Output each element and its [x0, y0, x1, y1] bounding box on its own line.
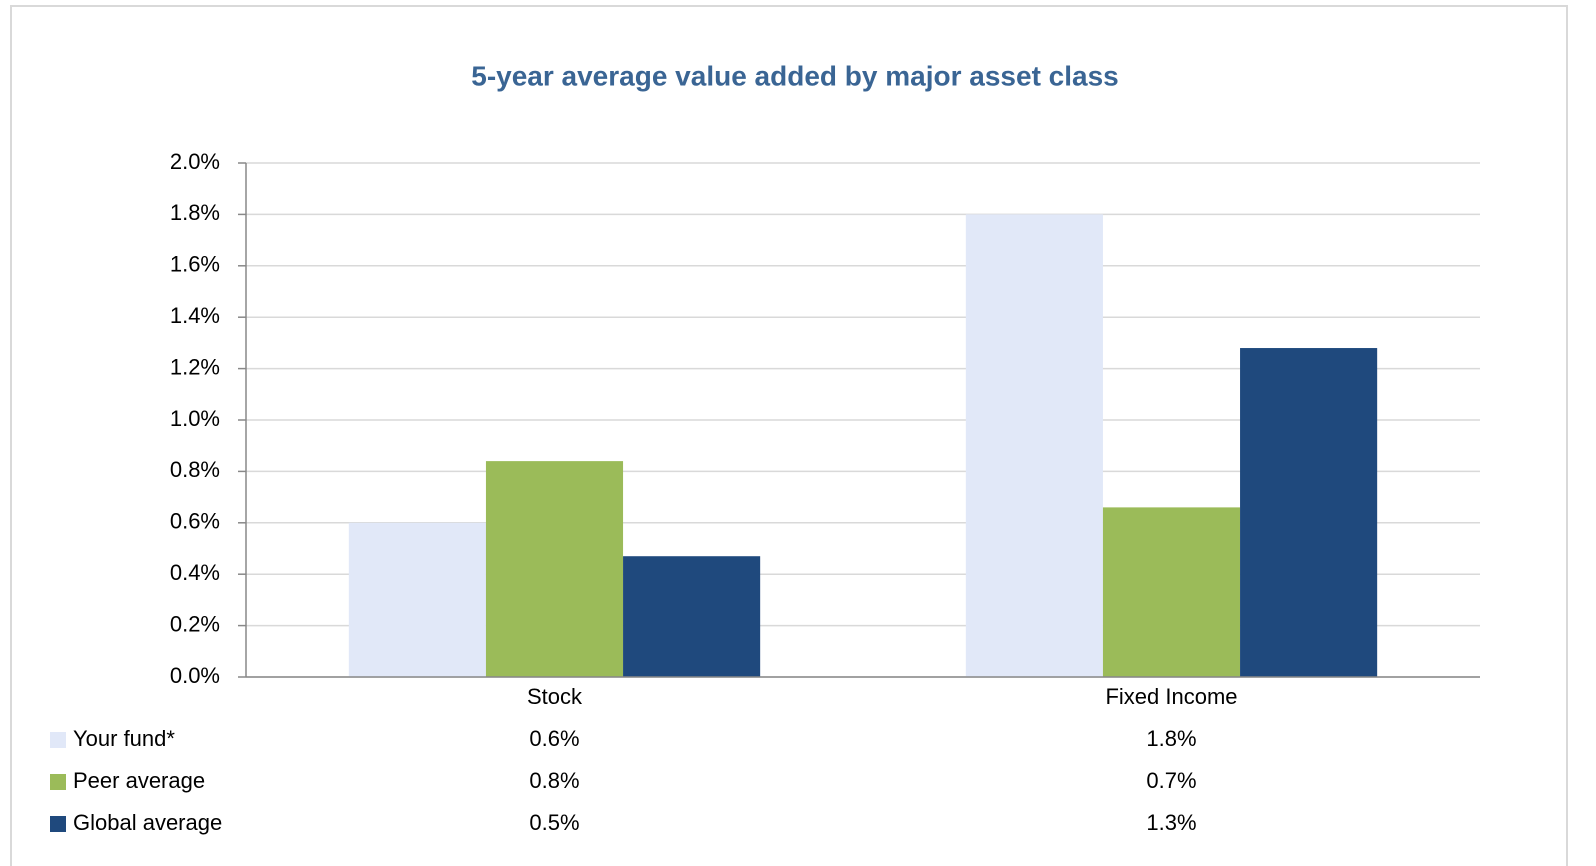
frame	[10, 5, 1568, 866]
y-tick-label: 1.8%	[170, 200, 220, 225]
bar	[965, 214, 1103, 677]
table-value: 1.8%	[1146, 726, 1196, 751]
bar	[348, 522, 486, 677]
bar	[485, 461, 624, 677]
legend-label: Global average	[73, 810, 222, 835]
table-value: 1.3%	[1146, 810, 1196, 835]
y-tick-label: 0.6%	[170, 509, 220, 534]
table-value: 0.5%	[529, 810, 579, 835]
table-value: 0.8%	[529, 768, 579, 793]
legend-label: Peer average	[73, 768, 205, 793]
legend-label: Your fund*	[73, 726, 175, 751]
y-tick-label: 1.0%	[170, 406, 220, 431]
table-value: 0.7%	[1146, 768, 1196, 793]
y-tick-label: 0.0%	[170, 663, 220, 688]
table-value: 0.6%	[529, 726, 579, 751]
x-tick-label: Fixed Income	[1105, 684, 1237, 709]
bar	[1102, 507, 1241, 677]
y-tick-label: 0.8%	[170, 457, 220, 482]
y-tick-label: 1.2%	[170, 354, 220, 379]
bar	[1240, 348, 1378, 677]
bar	[623, 556, 761, 677]
legend-swatch	[50, 732, 66, 748]
y-tick-label: 1.6%	[170, 252, 220, 277]
y-tick-label: 1.4%	[170, 303, 220, 328]
y-tick-label: 0.4%	[170, 560, 220, 585]
x-tick-label: Stock	[527, 684, 583, 709]
y-tick-label: 2.0%	[170, 149, 220, 174]
chart-title: 5-year average value added by major asse…	[471, 60, 1119, 91]
y-tick-label: 0.2%	[170, 611, 220, 636]
legend-swatch	[50, 816, 66, 832]
legend-swatch	[50, 774, 66, 790]
